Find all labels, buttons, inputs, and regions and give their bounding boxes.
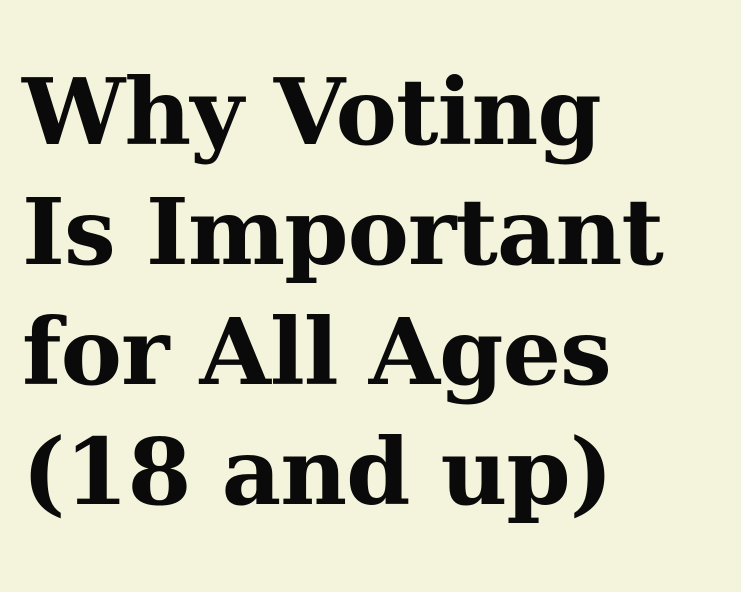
- headline-line-4: (18 and up): [22, 418, 613, 526]
- headline-line-3: for All Ages: [22, 298, 612, 406]
- headline-line-2: Is Important: [22, 178, 664, 286]
- headline: Why Voting Is Important for All Ages (18…: [22, 52, 741, 532]
- headline-line-1: Why Voting: [22, 58, 602, 166]
